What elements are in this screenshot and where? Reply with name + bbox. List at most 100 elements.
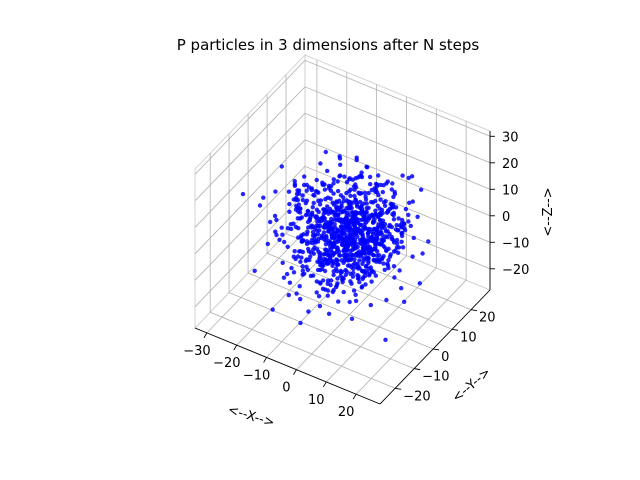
x-tick-label: 10 xyxy=(308,393,325,408)
y-tick-mark xyxy=(395,387,402,390)
particle-point xyxy=(280,232,285,237)
particle-point xyxy=(335,246,340,252)
particle-point xyxy=(338,162,343,167)
particle-point xyxy=(356,175,361,180)
particle-point xyxy=(299,255,304,260)
particle-point xyxy=(335,188,341,194)
z-tick-label: 10 xyxy=(502,183,519,198)
particle-point xyxy=(329,235,335,241)
particle-point xyxy=(399,225,404,230)
particle-point xyxy=(354,204,360,209)
particle-point xyxy=(335,276,340,281)
particle-point xyxy=(333,212,339,218)
particle-point xyxy=(373,181,379,187)
data-points xyxy=(240,149,431,342)
particle-point xyxy=(360,284,365,289)
particle-point xyxy=(380,238,386,243)
z-tick-label: −10 xyxy=(502,236,529,251)
particle-point xyxy=(292,183,298,188)
particle-point xyxy=(325,293,330,298)
particle-point xyxy=(313,214,318,219)
particle-point xyxy=(320,278,326,283)
particle-point xyxy=(364,206,369,211)
particle-point xyxy=(299,215,304,220)
particle-point xyxy=(280,260,285,265)
particle-point xyxy=(335,281,340,286)
particle-point xyxy=(337,156,343,161)
particle-point xyxy=(389,187,394,192)
particle-point xyxy=(341,289,346,295)
particle-point xyxy=(307,216,312,222)
y-tick-mark xyxy=(414,368,421,371)
particle-point xyxy=(400,173,405,178)
particle-point xyxy=(349,264,354,270)
particle-point xyxy=(373,237,379,243)
particle-point xyxy=(274,217,279,223)
particle-point xyxy=(342,229,347,234)
particle-point xyxy=(314,177,319,183)
particle-point xyxy=(304,198,310,203)
particle-point xyxy=(309,187,314,193)
particle-point xyxy=(355,251,360,257)
y-axis-line xyxy=(379,289,491,405)
particle-point xyxy=(321,230,327,235)
particle-point xyxy=(362,248,367,253)
particle-point xyxy=(344,212,349,218)
particle-point xyxy=(348,241,353,247)
grid-line-z xyxy=(194,59,491,175)
particle-point xyxy=(339,204,344,209)
particle-point xyxy=(330,260,335,265)
particle-point xyxy=(337,253,343,258)
particle-point xyxy=(343,272,348,278)
particle-point xyxy=(325,168,330,174)
particle-point xyxy=(322,268,328,274)
x-tick-label: 20 xyxy=(338,405,355,420)
particle-point xyxy=(289,265,294,271)
particle-point xyxy=(292,249,297,254)
grid-line-z xyxy=(194,139,491,255)
particle-point xyxy=(361,201,366,206)
particle-point xyxy=(392,191,398,197)
particle-point xyxy=(400,217,405,223)
particle-point xyxy=(304,188,309,193)
particle-point xyxy=(313,189,318,194)
particle-point xyxy=(341,253,347,258)
particle-point xyxy=(325,195,331,200)
particle-point xyxy=(375,203,380,208)
particle-point xyxy=(384,297,389,303)
particle-point xyxy=(319,235,324,241)
particle-point xyxy=(298,296,303,302)
particle-point xyxy=(378,212,383,217)
particle-point xyxy=(357,258,362,263)
particle-point xyxy=(382,267,387,272)
particle-point xyxy=(369,279,374,284)
particle-point xyxy=(361,241,366,246)
particle-point xyxy=(311,192,316,198)
particle-point xyxy=(335,228,341,233)
particle-point xyxy=(324,247,329,253)
particle-point xyxy=(373,273,378,278)
particle-point xyxy=(352,230,357,235)
particle-point xyxy=(298,320,303,326)
x-tick-label: −20 xyxy=(213,356,240,371)
particle-point xyxy=(317,303,323,309)
particle-point xyxy=(320,286,326,291)
particle-point xyxy=(320,182,325,187)
particle-point xyxy=(272,213,278,219)
particle-point xyxy=(294,291,299,296)
particle-point xyxy=(348,193,353,198)
particle-point xyxy=(402,299,407,304)
particle-point xyxy=(344,269,349,274)
particle-point xyxy=(360,276,365,282)
particle-point xyxy=(364,201,369,206)
particle-point xyxy=(285,244,290,249)
particle-point xyxy=(335,179,340,184)
particle-point xyxy=(396,216,401,221)
particle-point xyxy=(379,256,385,262)
particle-point xyxy=(323,257,328,262)
particle-point xyxy=(347,224,352,229)
particle-point xyxy=(399,230,405,236)
particle-point xyxy=(351,288,357,293)
